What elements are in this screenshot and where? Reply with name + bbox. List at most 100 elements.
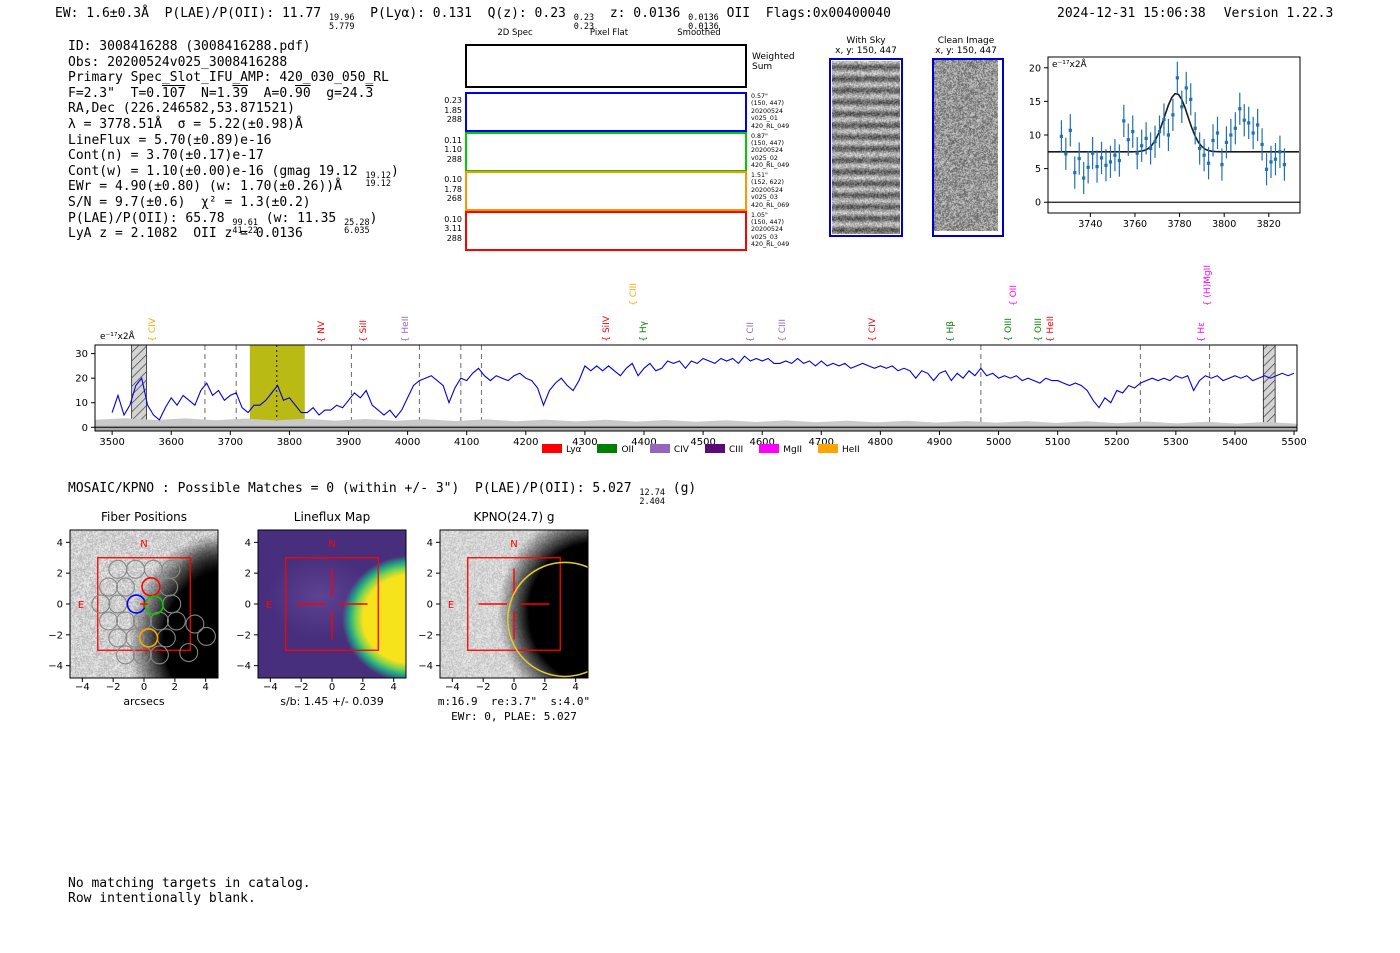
info-line-13: LyA z = 2.1082 OII z = 0.0136 bbox=[68, 226, 303, 242]
line-label-NV: { NV bbox=[317, 320, 328, 342]
row4-weights: 0.10 3.11 288 bbox=[444, 214, 462, 243]
svg-text:5: 5 bbox=[1035, 164, 1041, 175]
legend-item-HeII: HeII bbox=[818, 444, 860, 455]
svg-text:4100: 4100 bbox=[454, 437, 479, 448]
footer-line-2: Row intentionally blank. bbox=[68, 891, 256, 906]
spec2d-row-frame-3 bbox=[465, 171, 747, 211]
svg-text:3600: 3600 bbox=[159, 437, 184, 448]
svg-text:4: 4 bbox=[390, 682, 396, 693]
info-line-12: P(LAE)/P(OII): 65.78 99.61 41.22 (w: 11.3… bbox=[68, 210, 378, 237]
svg-text:−2: −2 bbox=[48, 630, 63, 641]
svg-text:0: 0 bbox=[511, 682, 517, 693]
row3-weights: 0.10 1.78 268 bbox=[444, 175, 462, 203]
withsky-image bbox=[832, 61, 900, 234]
svg-text:4: 4 bbox=[572, 682, 578, 693]
svg-text:4000: 4000 bbox=[395, 437, 420, 448]
weighted-sum-frame bbox=[465, 44, 747, 88]
info-line-6: λ = 3778.51Å σ = 5.22(±0.98)Å bbox=[68, 116, 303, 132]
info-line-11: S/N = 9.7(±0.6) χ² = 1.3(±0.2) bbox=[68, 194, 311, 210]
svg-text:−4: −4 bbox=[445, 682, 460, 693]
legend-item-MgII: MgII bbox=[759, 444, 802, 455]
kpno-ewr-plae-label: EWr: 0, PLAE: 5.027 bbox=[451, 710, 577, 723]
footer-line-1: No matching targets in catalog. bbox=[68, 876, 311, 891]
legend-swatch bbox=[818, 444, 839, 453]
info-block: ID: 3008416288 (3008416288.pdf) Obs: 2020… bbox=[68, 39, 399, 242]
svg-text:−2: −2 bbox=[106, 682, 121, 693]
col-header-2dspec: 2D Spec bbox=[497, 28, 533, 38]
svg-text:3820: 3820 bbox=[1257, 219, 1281, 230]
legend-swatch bbox=[597, 444, 618, 453]
svg-text:5000: 5000 bbox=[986, 437, 1011, 448]
svg-text:30: 30 bbox=[75, 349, 88, 360]
weighted-sum-label: Weighted Sum bbox=[752, 52, 795, 72]
clean-title: Clean Image bbox=[937, 36, 995, 46]
excluded-region bbox=[131, 344, 147, 432]
clean-frame bbox=[932, 58, 1004, 237]
svg-text:5500: 5500 bbox=[1281, 437, 1306, 448]
svg-text:−4: −4 bbox=[75, 682, 90, 693]
line-label-CIII: { CIII bbox=[628, 283, 639, 306]
svg-text:10: 10 bbox=[1029, 131, 1041, 142]
col-header-pixelflat: Pixel Flat bbox=[589, 28, 629, 38]
fiber-positions-title: Fiber Positions bbox=[100, 510, 188, 524]
svg-text:2: 2 bbox=[542, 682, 548, 693]
report-datetime: 2024-12-31 15:06:38 bbox=[1057, 6, 1206, 21]
info-line-3: Primary Spec_Slot_IFU_AMP: 420_030_050_R… bbox=[68, 70, 389, 86]
kpno-title: KPNO(24.7) g bbox=[473, 510, 555, 524]
svg-text:20: 20 bbox=[75, 374, 88, 385]
line-label-CIV: { CIV bbox=[148, 318, 159, 342]
svg-text:4: 4 bbox=[202, 682, 208, 693]
svg-text:0: 0 bbox=[329, 682, 335, 693]
svg-text:3900: 3900 bbox=[336, 437, 361, 448]
svg-text:2: 2 bbox=[360, 682, 366, 693]
row2-weights: 0.11 1.10 288 bbox=[444, 135, 462, 164]
fiber-xlabel: arcsecs bbox=[123, 695, 165, 708]
svg-text:4900: 4900 bbox=[927, 437, 952, 448]
svg-text:3800: 3800 bbox=[277, 437, 302, 448]
svg-text:−2: −2 bbox=[294, 682, 309, 693]
legend-swatch bbox=[649, 444, 670, 453]
svg-text:0: 0 bbox=[141, 682, 147, 693]
svg-text:2: 2 bbox=[427, 569, 433, 580]
svg-text:3760: 3760 bbox=[1123, 219, 1147, 230]
svg-text:10: 10 bbox=[75, 398, 88, 409]
line-label-HeII: { HeII bbox=[400, 315, 411, 342]
svg-text:5100: 5100 bbox=[1045, 437, 1070, 448]
svg-text:15: 15 bbox=[1029, 97, 1041, 108]
svg-text:2: 2 bbox=[245, 569, 251, 580]
clean-coords: x, y: 150, 447 bbox=[935, 46, 997, 56]
clean-image bbox=[934, 60, 998, 231]
row2-fiber-info: 0.87" (150, 447) 20200524 v025_02 420_RL_049 bbox=[751, 132, 790, 170]
svg-text:−2: −2 bbox=[418, 630, 433, 641]
excluded-region bbox=[1262, 344, 1276, 432]
mosaic-kpno-line: MOSAIC/KPNO : Possible Matches = 0 (with… bbox=[68, 481, 697, 507]
svg-text:−4: −4 bbox=[48, 661, 63, 672]
line-label-HeII: { HeII bbox=[1045, 315, 1056, 342]
line-label-OIII: { OIII bbox=[1033, 318, 1044, 342]
svg-text:4: 4 bbox=[57, 538, 63, 549]
col-header-smoothed: Smoothed bbox=[677, 28, 721, 38]
legend-swatch bbox=[704, 444, 725, 453]
line-label-Hβ: { Hβ bbox=[946, 320, 957, 342]
row3-fiber-info: 1.51" (152, 622) 20200524 v025_03 420_RL_069 bbox=[751, 172, 790, 209]
withsky-coords: x, y: 150, 447 bbox=[835, 46, 897, 56]
svg-text:0: 0 bbox=[427, 600, 433, 611]
svg-text:4800: 4800 bbox=[868, 437, 893, 448]
svg-text:0: 0 bbox=[57, 600, 63, 611]
line-label-Hγ: { Hγ bbox=[638, 321, 649, 342]
svg-text:5400: 5400 bbox=[1222, 437, 1247, 448]
header-right: 2024-12-31 15:06:38 Version 1.22.3 bbox=[1057, 6, 1333, 21]
kpno-galaxy-blob bbox=[440, 530, 588, 678]
line-label-SiIV: { SiIV bbox=[601, 316, 612, 342]
line-label-CIII: { CIII bbox=[778, 319, 789, 342]
kpno-photometry-label: m:16.9 re:3.7" s:4.0" bbox=[437, 695, 591, 708]
noise-floor bbox=[95, 418, 1297, 428]
legend-swatch bbox=[542, 444, 562, 453]
svg-text:−2: −2 bbox=[236, 630, 251, 641]
gaussian-fit-curve bbox=[1048, 92, 1299, 153]
info-line-5: RA,Dec (226.246582,53.871521) bbox=[68, 101, 295, 117]
info-line-2: Obs: 20200524v025_3008416288 bbox=[68, 54, 288, 70]
svg-text:20: 20 bbox=[1029, 63, 1041, 74]
spectrum-units-label: e⁻¹⁷x2Å bbox=[100, 332, 135, 342]
